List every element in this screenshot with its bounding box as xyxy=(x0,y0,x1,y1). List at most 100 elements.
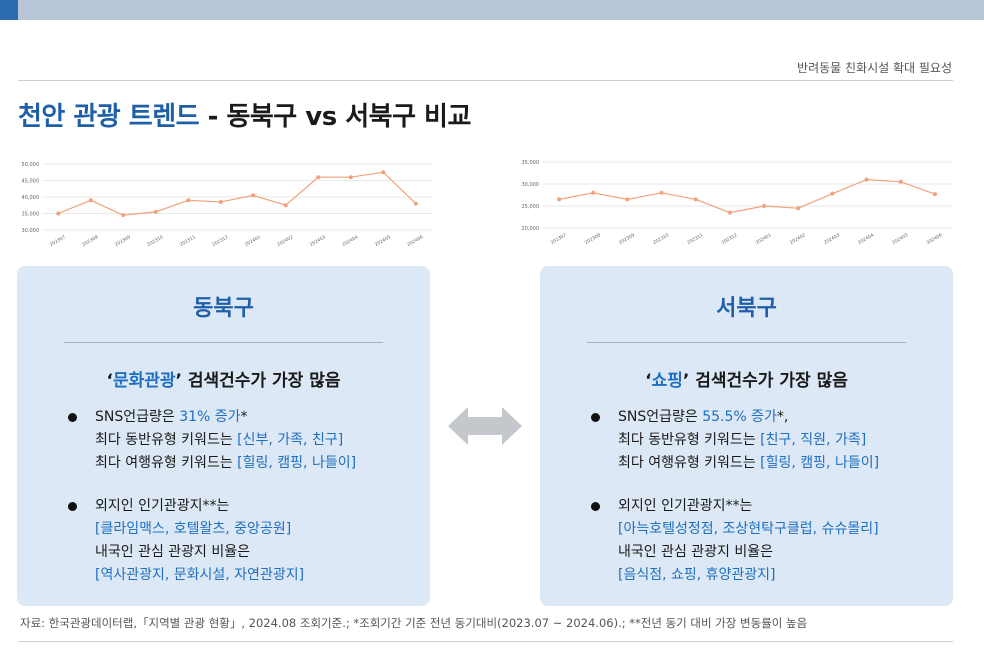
data-point xyxy=(316,175,321,180)
bullet-dot xyxy=(591,502,600,511)
x-tick-label: 202311 xyxy=(179,234,197,248)
data-point xyxy=(830,191,835,196)
panel-seobuk-divider xyxy=(587,342,906,343)
data-point xyxy=(153,209,158,214)
header-note: 반려동물 친화시설 확대 필요성 xyxy=(797,61,952,75)
x-tick-label: 202404 xyxy=(857,232,875,246)
headline-rest: ’ 검색건수가 가장 많음 xyxy=(175,371,341,391)
data-point xyxy=(381,170,386,175)
headline-quote-open: ‘ xyxy=(645,371,652,391)
bullet-line: [클라임맥스, 호텔왈츠, 중앙공원] xyxy=(95,521,292,537)
panel-seobuk-bullet-1: SNS언급량은 55.5% 증가*, 최다 동반유형 키워드는 [친구, 직원,… xyxy=(618,406,879,475)
x-tick-label: 202401 xyxy=(244,234,262,248)
chart-seobuk-svg: 35,000 30,000 25,000 20,000 202307 202308 2023… xyxy=(522,160,952,246)
bullet-line: SNS언급량은 55.5% 증가*, xyxy=(618,406,879,429)
text: * xyxy=(240,409,248,425)
data-point xyxy=(557,197,562,202)
text: 최다 여행유형 키워드는 xyxy=(95,455,238,471)
bullet-line: [아늑호텔성정점, 조상현탁구클럽, 슈슈몰리] xyxy=(618,521,879,537)
x-tick-label: 202308 xyxy=(81,234,99,248)
x-tick-label: 202308 xyxy=(584,232,602,246)
y-tick-label: 40,000 xyxy=(22,195,40,201)
bullet-line: 최다 동반유형 키워드는 [신부, 가족, 친구] xyxy=(95,429,356,452)
data-point xyxy=(56,211,61,216)
headline-highlight: 쇼핑 xyxy=(651,371,683,391)
data-point xyxy=(762,204,767,208)
panel-seobuk xyxy=(540,266,953,606)
x-tick-label: 202309 xyxy=(114,234,132,248)
x-tick-label: 202402 xyxy=(276,234,294,248)
panel-dongbuk-divider xyxy=(64,342,383,343)
data-point xyxy=(932,192,937,197)
text: 최다 동반유형 키워드는 xyxy=(618,432,761,448)
bullet-line: 최다 여행유형 키워드는 [힐링, 캠핑, 나들이] xyxy=(95,452,356,475)
x-tick-label: 202307 xyxy=(49,234,67,248)
panel-dongbuk-title: 동북구 xyxy=(193,296,254,321)
text: SNS언급량은 xyxy=(618,409,703,425)
text: 최다 여행유형 키워드는 xyxy=(618,455,761,471)
y-tick-label: 30,000 xyxy=(22,228,40,234)
data-point xyxy=(186,198,191,203)
data-point xyxy=(693,197,698,202)
highlight: [힐링, 캠핑, 나들이] xyxy=(237,455,357,471)
x-tick-label: 202406 xyxy=(925,232,943,246)
page-title-accent: 천안 관광 트렌드 xyxy=(18,102,200,132)
x-tick-label: 202406 xyxy=(406,234,424,248)
data-point xyxy=(864,177,869,182)
data-point xyxy=(796,206,801,211)
panel-seobuk-bullet-2: 외지인 인기관광지**는 [아늑호텔성정점, 조상현탁구클럽, 슈슈몰리] 내국… xyxy=(618,495,879,587)
highlight: [신부, 가족, 친구] xyxy=(237,432,344,448)
bullet-line: 내국인 관심 관광지 비율은 xyxy=(95,544,251,560)
x-tick-label: 202404 xyxy=(341,234,359,248)
data-point xyxy=(898,179,903,184)
x-tick-label: 202307 xyxy=(550,232,568,246)
data-point xyxy=(88,198,93,203)
data-point xyxy=(251,193,256,198)
x-tick-label: 202402 xyxy=(789,232,807,246)
double-arrow-icon xyxy=(448,407,522,445)
x-tick-label: 202310 xyxy=(652,232,670,246)
text: *, xyxy=(776,409,789,425)
y-tick-label: 20,000 xyxy=(522,226,540,232)
bullet-line: 외지인 인기관광지**는 xyxy=(618,498,753,514)
panel-dongbuk-bullet-2: 외지인 인기관광지**는 [클라임맥스, 호텔왈츠, 중앙공원] 내국인 관심 … xyxy=(95,495,304,587)
x-tick-label: 202403 xyxy=(823,232,841,246)
chart-seobuk: 35,000 30,000 25,000 20,000 202307 202308 2023… xyxy=(520,158,956,253)
bullet-dot xyxy=(591,413,600,422)
data-point xyxy=(413,201,418,206)
bullet-line: 내국인 관심 관광지 비율은 xyxy=(618,544,774,560)
series-line xyxy=(58,171,417,216)
headline-highlight: 문화관광 xyxy=(112,371,176,391)
panel-seobuk-title: 서북구 xyxy=(716,296,777,321)
y-tick-label: 30,000 xyxy=(522,182,540,188)
y-tick-label: 35,000 xyxy=(522,160,540,166)
series-line xyxy=(558,178,936,214)
data-point xyxy=(283,203,288,208)
panel-dongbuk-bullet-1: SNS언급량은 31% 증가* 최다 동반유형 키워드는 [신부, 가족, 친구… xyxy=(95,406,356,475)
panel-dongbuk xyxy=(17,266,430,606)
x-tick-label: 202401 xyxy=(755,232,773,246)
data-point xyxy=(348,175,353,180)
page-title-rest: - 동북구 vs 서북구 비교 xyxy=(199,102,472,132)
y-tick-label: 45,000 xyxy=(22,179,40,185)
page-title: 천안 관광 트렌드 - 동북구 vs 서북구 비교 xyxy=(18,96,471,133)
x-tick-label: 202312 xyxy=(720,232,738,246)
chart-dongbuk-svg: 50,000 45,000 40,000 35,000 30,000 202307 2023… xyxy=(22,162,432,248)
data-point xyxy=(121,213,126,218)
x-tick-label: 202309 xyxy=(618,232,636,246)
top-banner xyxy=(0,0,984,20)
x-tick-label: 202312 xyxy=(211,234,229,248)
data-point xyxy=(218,199,223,204)
y-tick-label: 25,000 xyxy=(522,204,540,210)
chart-dongbuk: 50,000 45,000 40,000 35,000 30,000 202307 2023… xyxy=(18,158,438,253)
panel-seobuk-headline: ‘쇼핑’ 검색건수가 가장 많음 xyxy=(540,366,953,391)
bullet-dot xyxy=(68,413,77,422)
footnote: 자료: 한국관광데이터랩,「지역별 관광 현황」, 2024.08 조회기준.;… xyxy=(20,616,808,630)
highlight: [친구, 직원, 가족] xyxy=(760,432,867,448)
bullet-line: 최다 여행유형 키워드는 [힐링, 캠핑, 나들이] xyxy=(618,452,879,475)
x-tick-label: 202405 xyxy=(374,234,392,248)
top-banner-accent xyxy=(0,0,18,20)
data-point xyxy=(591,190,596,195)
bullet-line: SNS언급량은 31% 증가* xyxy=(95,406,356,429)
x-tick-label: 202310 xyxy=(146,234,164,248)
